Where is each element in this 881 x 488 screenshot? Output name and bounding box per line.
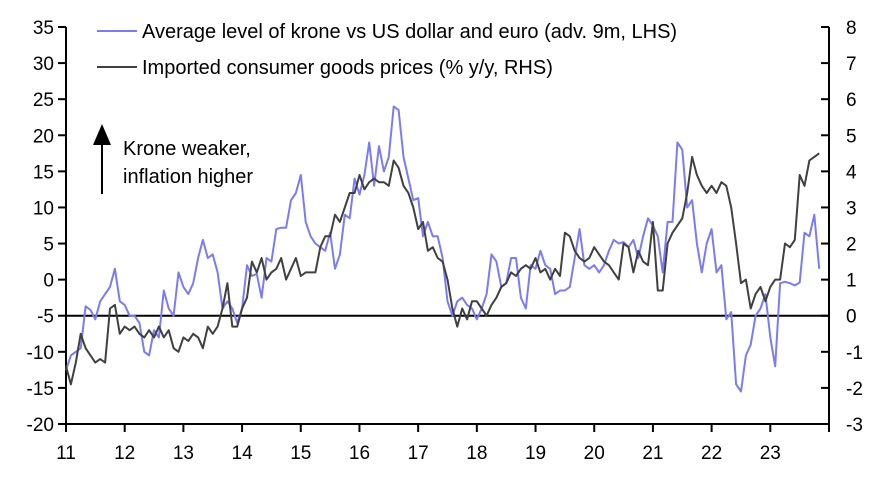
x-axis-tick-label: 21 bbox=[642, 443, 663, 464]
x-axis-tick-label: 20 bbox=[584, 443, 605, 464]
x-axis-tick-label: 12 bbox=[114, 443, 135, 464]
x-axis-tick-label: 13 bbox=[173, 443, 194, 464]
right-axis-tick-label: 8 bbox=[846, 18, 857, 39]
x-axis-tick-label: 15 bbox=[290, 443, 311, 464]
right-axis-tick-label: 2 bbox=[846, 235, 857, 256]
left-axis-tick-label: 10 bbox=[33, 198, 54, 219]
legend-label-import-prices: Imported consumer goods prices (% y/y, R… bbox=[142, 57, 553, 79]
x-axis-tick-label: 16 bbox=[349, 443, 370, 464]
left-axis-tick-label: 25 bbox=[33, 90, 54, 111]
left-axis-tick-label: -20 bbox=[27, 415, 54, 436]
right-axis-tick-label: 1 bbox=[846, 271, 857, 292]
left-axis-tick-label: -15 bbox=[27, 379, 54, 400]
left-axis-tick-label: -10 bbox=[27, 343, 54, 364]
left-axis-tick-label: 35 bbox=[33, 18, 54, 39]
x-axis-tick-label: 22 bbox=[701, 443, 722, 464]
left-axis-tick-label: 15 bbox=[33, 162, 54, 183]
annotation-arrow-head-icon bbox=[93, 124, 111, 145]
x-axis-tick-label: 11 bbox=[56, 443, 76, 464]
left-axis-tick-label: 0 bbox=[43, 271, 54, 292]
right-axis-tick-label: -3 bbox=[846, 415, 863, 436]
left-axis-tick-label: -5 bbox=[37, 307, 54, 328]
series-line-krone bbox=[65, 105, 821, 393]
series-layer bbox=[65, 105, 821, 393]
series-line-import-prices bbox=[65, 152, 820, 386]
x-axis-tick-label: 19 bbox=[525, 443, 546, 464]
legend: Average level of krone vs US dollar and … bbox=[97, 21, 677, 79]
right-axis-tick-label: 4 bbox=[846, 162, 857, 183]
right-axis-tick-label: -2 bbox=[846, 379, 863, 400]
annotation-line-2: inflation higher bbox=[123, 166, 253, 188]
x-axis-tick-label: 17 bbox=[408, 443, 429, 464]
x-axis-tick-label: 14 bbox=[232, 443, 254, 464]
x-axis-tick-label: 18 bbox=[466, 443, 487, 464]
left-axis-tick-label: 30 bbox=[33, 54, 54, 75]
right-axis-tick-label: 0 bbox=[846, 307, 857, 328]
right-axis-tick-label: 6 bbox=[846, 90, 857, 111]
left-axis-tick-label: 5 bbox=[43, 235, 54, 256]
annotation: Krone weaker, inflation higher bbox=[93, 124, 253, 194]
right-axis-tick-label: 5 bbox=[846, 126, 857, 147]
right-axis-tick-label: 3 bbox=[846, 198, 857, 219]
axes: 35302520151050-5-10-15-20876543210-1-2-3… bbox=[27, 18, 863, 464]
legend-label-krone: Average level of krone vs US dollar and … bbox=[142, 21, 677, 43]
annotation-line-1: Krone weaker, bbox=[123, 138, 251, 160]
right-axis-tick-label: -1 bbox=[846, 343, 863, 364]
x-axis-tick-label: 23 bbox=[760, 443, 781, 464]
right-axis-tick-label: 7 bbox=[846, 54, 857, 75]
left-axis-tick-label: 20 bbox=[33, 126, 54, 147]
